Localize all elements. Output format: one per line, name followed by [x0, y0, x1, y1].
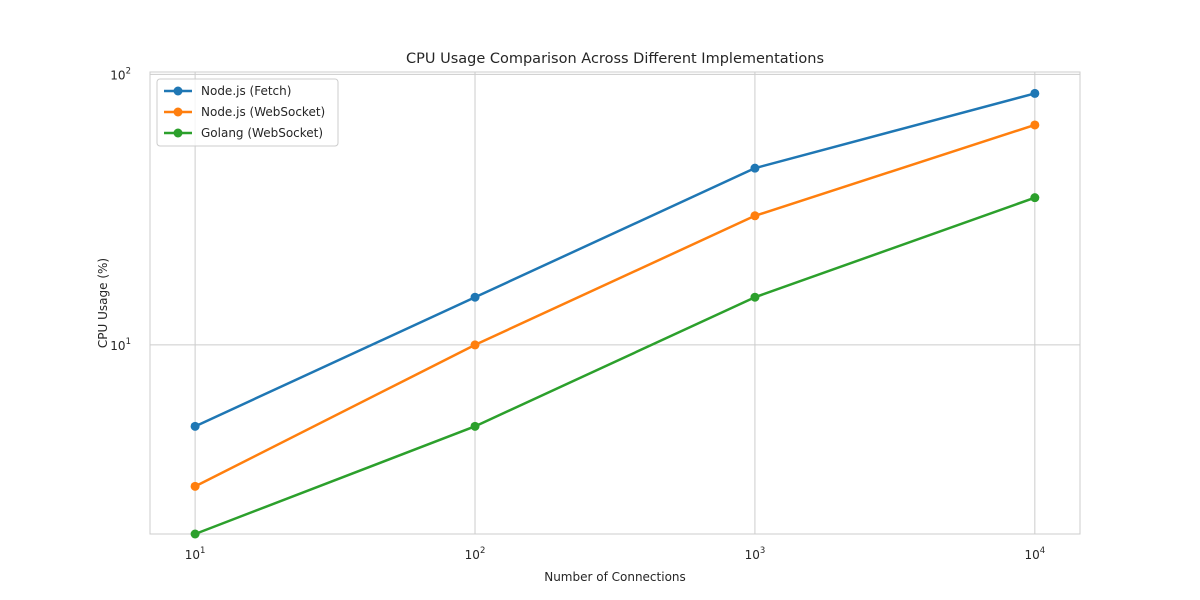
x-tick-base: 10 — [185, 548, 200, 562]
legend: Node.js (Fetch) Node.js (WebSocket) Golang… — [156, 78, 339, 147]
x-tick-exponent: 1 — [200, 546, 205, 556]
x-tick-exponent: 2 — [480, 546, 485, 556]
data-point — [190, 529, 200, 539]
data-point — [750, 211, 760, 221]
data-point — [750, 163, 760, 173]
legend-item: Node.js (WebSocket) — [164, 105, 325, 119]
chart-title: CPU Usage Comparison Across Different Im… — [406, 51, 824, 67]
series-line — [193, 196, 1037, 536]
y-tick-exponent: 1 — [126, 337, 131, 347]
data-point — [1030, 88, 1040, 98]
y-tick-base: 10 — [110, 339, 125, 353]
legend-item: Golang (WebSocket) — [164, 126, 323, 140]
legend-marker — [173, 86, 183, 96]
data-point — [1030, 193, 1040, 203]
legend-box — [156, 78, 339, 147]
legend-item: Node.js (Fetch) — [164, 84, 291, 98]
data-point — [190, 481, 200, 491]
x-tick-base: 10 — [465, 548, 480, 562]
x-axis-label: Number of Connections — [544, 570, 686, 584]
series-3 — [190, 193, 1040, 539]
x-tick-exponent: 4 — [1040, 546, 1045, 556]
series-line — [193, 123, 1037, 488]
legend-label: Node.js (Fetch) — [201, 84, 291, 98]
legend-label: Golang (WebSocket) — [201, 126, 323, 140]
data-point — [470, 292, 480, 302]
x-tick-label: 102 — [465, 546, 486, 562]
legend-label: Node.js (WebSocket) — [201, 105, 325, 119]
y-tick-label: 101 — [110, 337, 131, 353]
grid-lines — [150, 72, 1080, 534]
x-tick-base: 10 — [1024, 548, 1039, 562]
plot-frame — [149, 71, 1081, 535]
y-axis-label: CPU Usage (%) — [96, 258, 110, 348]
data-point — [750, 292, 760, 302]
y-tick-exponent: 2 — [126, 66, 131, 76]
x-tick-base: 10 — [745, 548, 760, 562]
series-layer — [190, 88, 1040, 539]
series-2 — [190, 120, 1040, 491]
data-point — [190, 421, 200, 431]
data-point — [470, 340, 480, 350]
data-point — [470, 421, 480, 431]
legend-marker — [173, 107, 183, 117]
data-point — [1030, 120, 1040, 130]
x-tick-label: 101 — [185, 546, 206, 562]
y-tick-label: 102 — [110, 66, 131, 82]
x-tick-exponent: 3 — [760, 546, 765, 556]
series-1 — [190, 88, 1040, 431]
plot-area — [150, 72, 1080, 534]
series-line — [193, 92, 1037, 428]
x-axis-ticks: 101 102 103 104 — [185, 546, 1045, 562]
x-tick-label: 103 — [745, 546, 766, 562]
y-tick-base: 10 — [110, 68, 125, 82]
x-tick-label: 104 — [1024, 546, 1045, 562]
legend-marker — [173, 128, 183, 138]
